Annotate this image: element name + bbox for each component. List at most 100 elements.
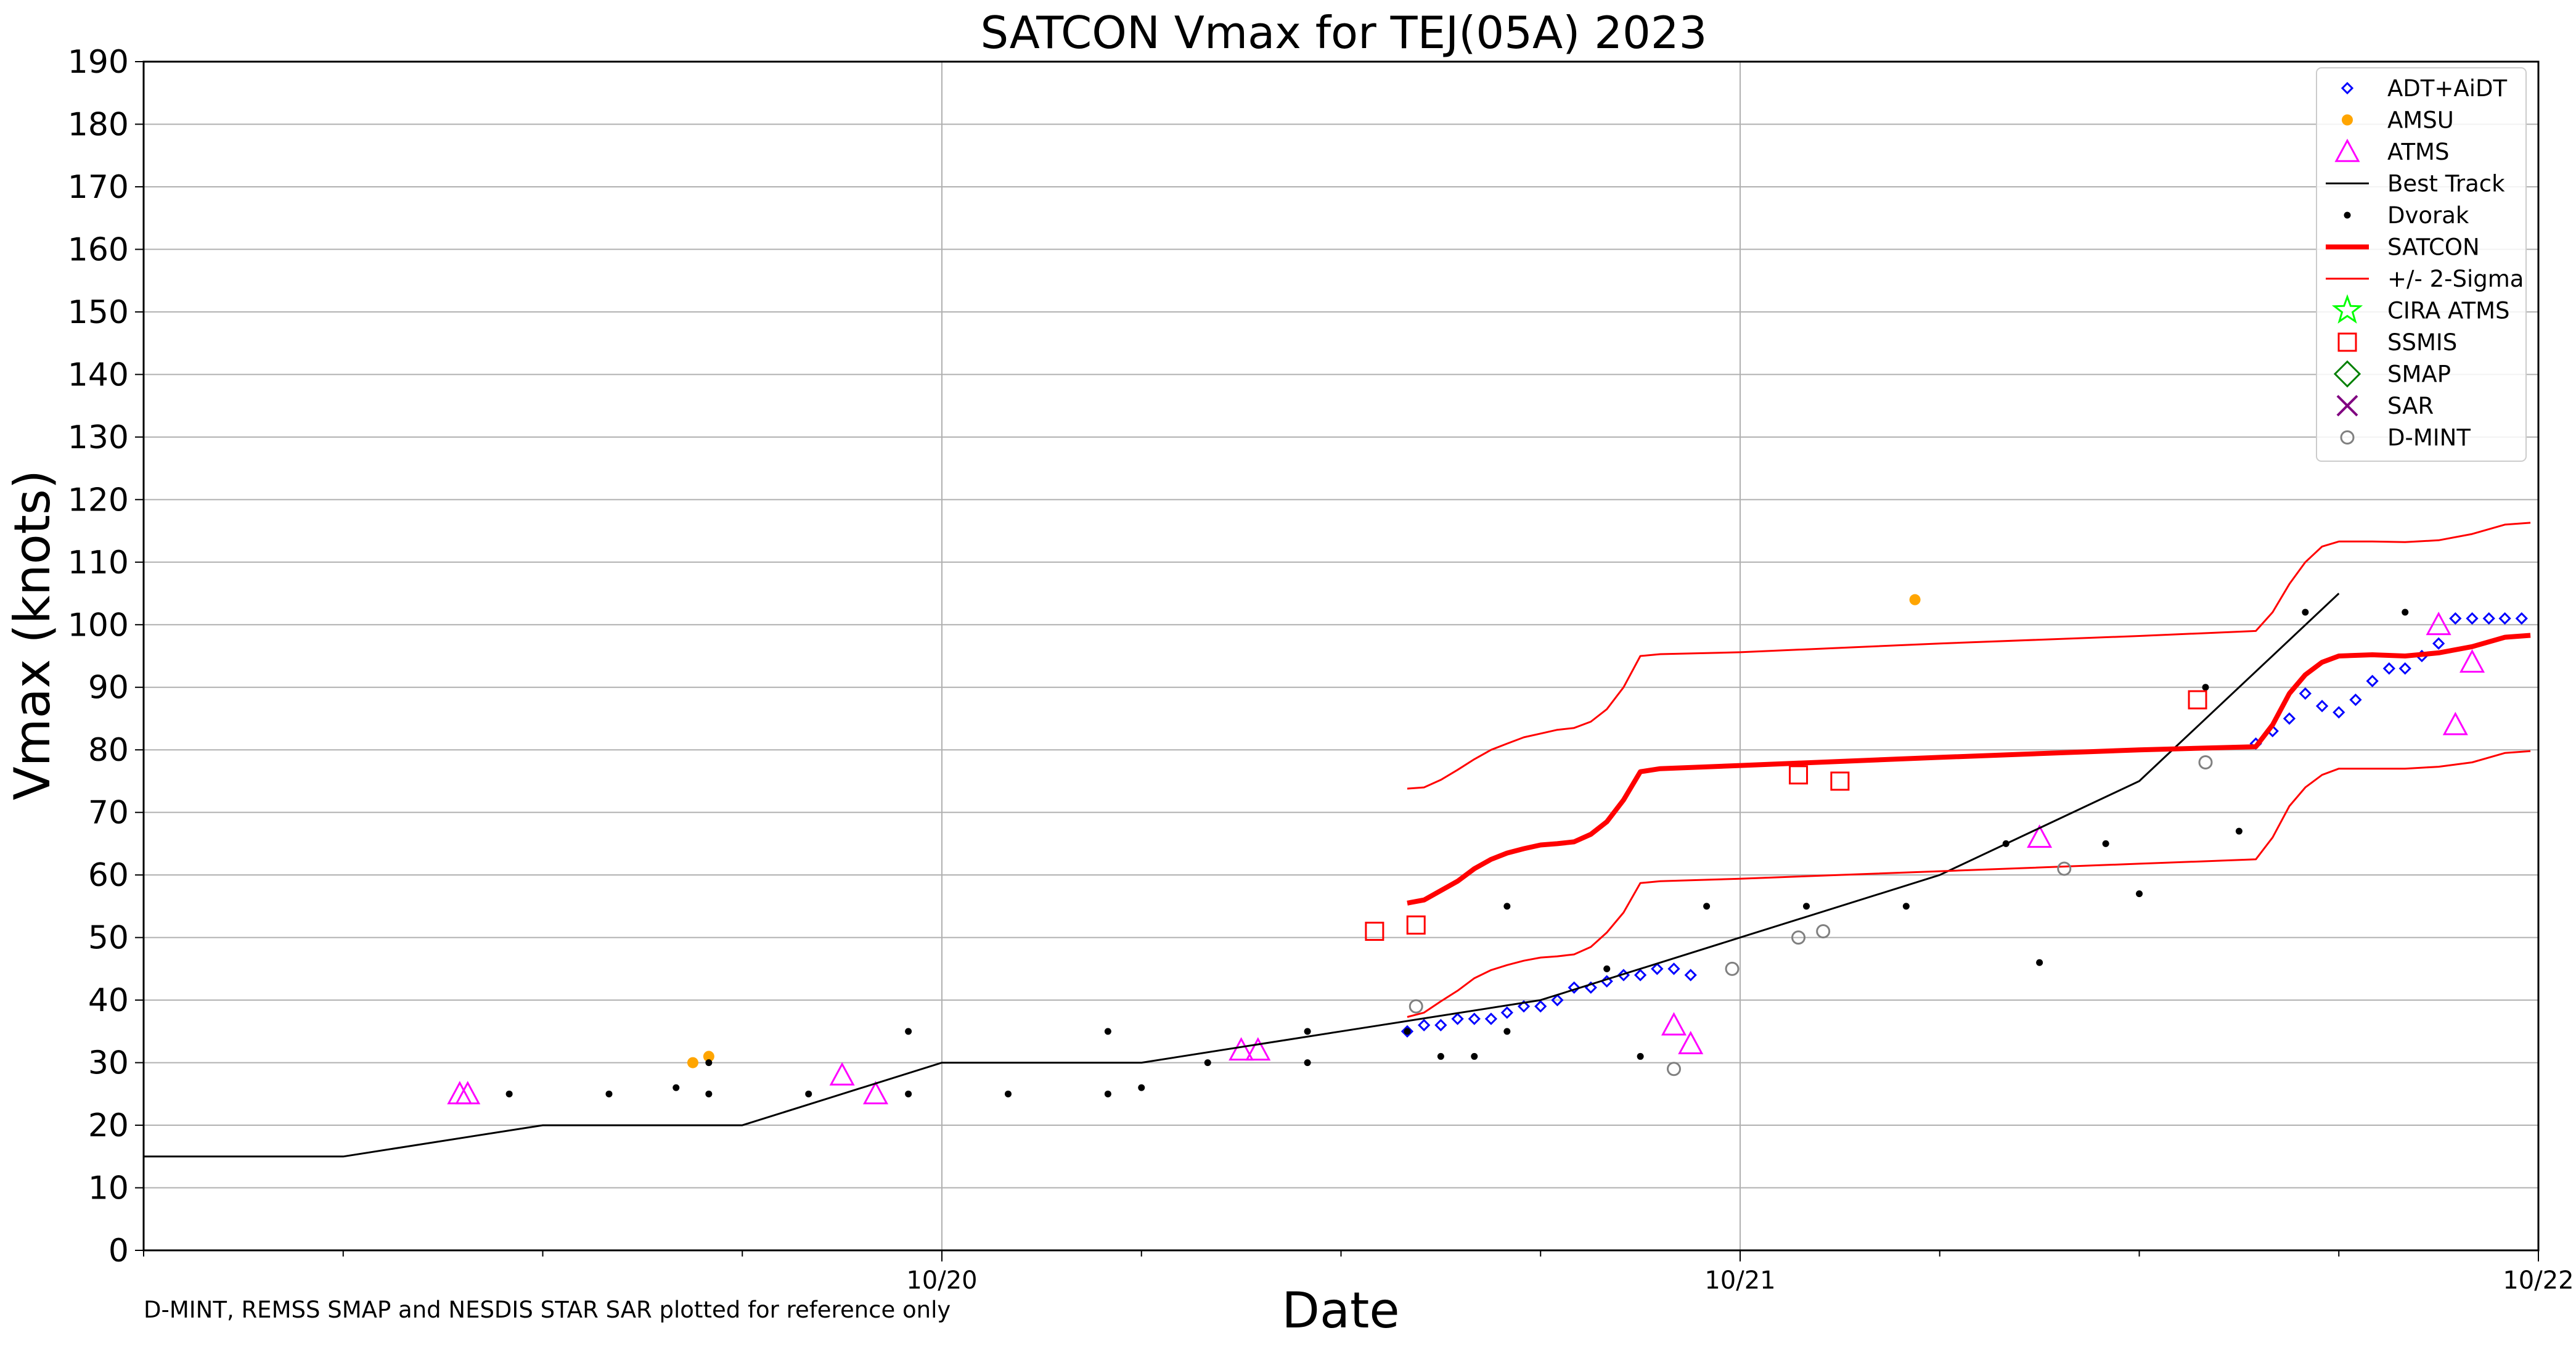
dvorak-point bbox=[705, 1059, 713, 1067]
y-tick-label: 80 bbox=[88, 732, 129, 769]
adt-aidt-point bbox=[1400, 1025, 1414, 1038]
adt-aidt-point bbox=[1468, 1012, 1481, 1025]
y-tick-label: 150 bbox=[68, 294, 129, 331]
series-ssmis bbox=[1365, 690, 2207, 941]
adt-aidt-point bbox=[1517, 1000, 1531, 1013]
dvorak-point bbox=[2302, 609, 2309, 616]
y-tick-label: 50 bbox=[88, 920, 129, 957]
chart-title: SATCON Vmax for TEJ(05A) 2023 bbox=[981, 7, 1707, 59]
amsu-point bbox=[703, 1051, 714, 1062]
legend-label: +/- 2-Sigma bbox=[2387, 266, 2524, 292]
legend-swatch bbox=[2342, 114, 2353, 126]
atms-point bbox=[1245, 1037, 1271, 1061]
adt-aidt-point bbox=[2349, 693, 2362, 707]
adt-aidt-point bbox=[2366, 674, 2379, 687]
dvorak-point bbox=[1404, 1028, 1411, 1035]
legend-label: SATCON bbox=[2387, 234, 2480, 261]
amsu-point bbox=[1909, 594, 1921, 605]
x-tick-label: 10/20 bbox=[906, 1266, 977, 1295]
legend-label: D-MINT bbox=[2387, 425, 2471, 451]
series-atms bbox=[447, 612, 2485, 1105]
y-tick-label: 130 bbox=[68, 419, 129, 456]
d-mint-point bbox=[1409, 999, 1423, 1014]
x-axis-label: Date bbox=[1282, 1282, 1399, 1339]
dvorak-point bbox=[2235, 827, 2243, 835]
adt-aidt-point bbox=[1551, 993, 1564, 1007]
adt-aidt-point bbox=[2432, 637, 2445, 650]
x-marker-stroke bbox=[2336, 395, 2358, 417]
ssmis-point bbox=[1789, 765, 1809, 785]
legend-item-cira-atms: CIRA ATMS bbox=[2331, 294, 2509, 324]
atms-point bbox=[1678, 1030, 1704, 1054]
series-2-sigma bbox=[1407, 522, 2531, 790]
legend-label: Dvorak bbox=[2387, 202, 2469, 229]
y-tick-label: 70 bbox=[88, 795, 129, 832]
adt-aidt-point bbox=[1434, 1019, 1447, 1031]
legend-label: SAR bbox=[2387, 393, 2434, 419]
legend-item-adt-aidt: ADT+AiDT bbox=[2341, 75, 2507, 102]
dvorak-point bbox=[1437, 1052, 1444, 1060]
adt-aidt-point bbox=[2333, 706, 2345, 719]
y-tick-label: 0 bbox=[108, 1232, 129, 1269]
ssmis-point bbox=[2188, 690, 2207, 710]
atms-point bbox=[2027, 824, 2053, 848]
adt-aidt-point bbox=[1534, 1000, 1547, 1013]
d-mint-point bbox=[1725, 961, 1740, 976]
legend-item-atms: ATMS bbox=[2334, 138, 2449, 165]
series-satcon bbox=[1407, 633, 2531, 906]
2-sigma-line bbox=[1407, 522, 2531, 790]
y-tick-label: 60 bbox=[88, 857, 129, 894]
dvorak-point bbox=[1104, 1028, 1111, 1035]
atms-point bbox=[829, 1062, 855, 1086]
dvorak-point bbox=[2002, 840, 2010, 847]
legend-item-dvorak: Dvorak bbox=[2344, 202, 2469, 229]
legend-item-amsu: AMSU bbox=[2342, 107, 2454, 134]
atms-point bbox=[2459, 649, 2485, 673]
y-tick-label: 120 bbox=[68, 482, 129, 519]
d-mint-point bbox=[2198, 755, 2213, 770]
atms-point bbox=[2442, 711, 2468, 736]
y-tick-label: 100 bbox=[68, 607, 129, 644]
legend-swatch bbox=[2341, 81, 2354, 95]
atms-point bbox=[455, 1081, 481, 1105]
x-tick-label: 10/22 bbox=[2503, 1266, 2574, 1295]
adt-aidt-point bbox=[1484, 1012, 1498, 1025]
dvorak-point bbox=[1637, 1052, 1644, 1060]
dvorak-point bbox=[1802, 903, 1810, 910]
dvorak-point bbox=[605, 1090, 613, 1097]
adt-aidt-point bbox=[1500, 1006, 1513, 1019]
legend-item-d-mint: D-MINT bbox=[2340, 425, 2471, 451]
y-tick-label: 140 bbox=[68, 356, 129, 393]
dvorak-point bbox=[1104, 1090, 1111, 1097]
dvorak-point bbox=[1304, 1028, 1311, 1035]
adt-aidt-point bbox=[2283, 712, 2296, 725]
y-tick-label: 170 bbox=[68, 169, 129, 206]
dvorak-point bbox=[2136, 890, 2143, 898]
dvorak-point bbox=[2202, 684, 2209, 691]
dvorak-point bbox=[805, 1090, 812, 1097]
dvorak-point bbox=[905, 1090, 912, 1097]
dvorak-point bbox=[705, 1090, 713, 1097]
y-tick-label: 30 bbox=[88, 1045, 129, 1082]
legend-label: ATMS bbox=[2387, 139, 2449, 165]
dvorak-point bbox=[505, 1090, 513, 1097]
d-mint-point bbox=[1667, 1062, 1682, 1076]
adt-aidt-point bbox=[1451, 1012, 1464, 1025]
dvorak-point bbox=[1902, 903, 1910, 910]
legend-label: AMSU bbox=[2387, 107, 2454, 134]
legend-label: CIRA ATMS bbox=[2387, 298, 2509, 324]
dvorak-point bbox=[1004, 1090, 1012, 1097]
dvorak-point bbox=[1204, 1059, 1211, 1067]
legend-swatch bbox=[2334, 138, 2360, 162]
dvorak-point bbox=[2036, 959, 2043, 966]
legend: ADT+AiDT AMSU ATMS Best Track Dvorak SATCON +/… bbox=[2316, 67, 2527, 462]
tick-layer: 0 10 20 30 40 50 60 70 80 90 100 110 120 130 140 150 160… bbox=[68, 44, 2574, 1295]
atms-point bbox=[1229, 1037, 1254, 1061]
legend-item-best-track: Best Track bbox=[2326, 171, 2505, 197]
ssmis-point bbox=[1406, 915, 1426, 935]
legend-swatch bbox=[2337, 332, 2357, 352]
y-tick-label: 40 bbox=[88, 982, 129, 1019]
adt-aidt-point bbox=[2449, 612, 2462, 625]
legend-item-smap: SMAP bbox=[2333, 360, 2451, 388]
